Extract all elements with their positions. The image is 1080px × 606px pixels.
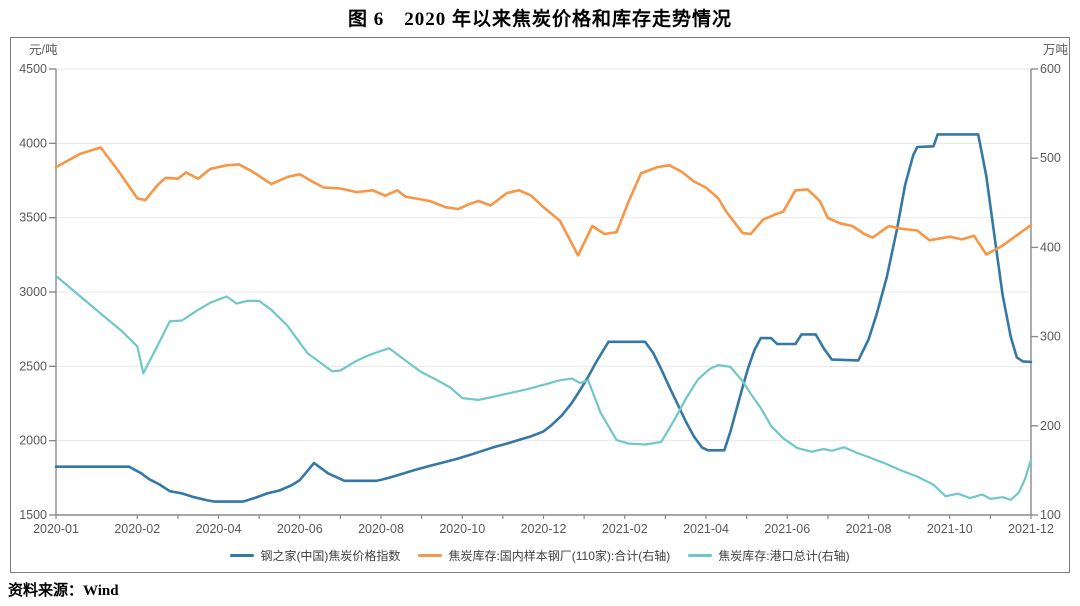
- left-tick-label: 2000: [19, 434, 47, 448]
- x-tick-label: 2021-04: [683, 522, 729, 536]
- legend-label: 钢之家(中国)焦炭价格指数: [260, 549, 401, 563]
- left-tick-label: 3500: [19, 211, 47, 225]
- legend-swatch-icon: [418, 554, 443, 557]
- x-tick-label: 2021-08: [846, 522, 892, 536]
- left-tick-label: 3000: [19, 285, 47, 299]
- x-tick-label: 2020-08: [358, 522, 404, 536]
- x-tick-label: 2020-10: [439, 522, 485, 536]
- left-tick-label: 1500: [19, 508, 47, 522]
- right-tick-label: 100: [1040, 508, 1061, 522]
- chart-frame: 4500 4000 3500 3000 2500 2000 1500 600 500 400 300…: [10, 37, 1070, 573]
- right-tick-label: 300: [1040, 330, 1061, 344]
- x-tick-label: 2020-12: [521, 522, 567, 536]
- x-tick-label: 2021-02: [602, 522, 648, 536]
- x-tick-label: 2020-06: [277, 522, 323, 536]
- right-tick-label: 200: [1040, 419, 1061, 433]
- left-axis-unit: 元/吨: [29, 43, 58, 57]
- legend-label: 焦炭库存:港口总计(右轴): [718, 549, 850, 563]
- legend-item-2: 焦炭库存:港口总计(右轴): [688, 547, 850, 564]
- series-line-2: [54, 274, 1033, 501]
- legend-swatch-icon: [230, 554, 255, 557]
- x-tick-label: 2020-01: [33, 522, 79, 536]
- right-axis-unit: 万吨: [1043, 43, 1069, 57]
- legend-swatch-icon: [688, 554, 713, 557]
- legend-label: 焦炭库存:国内样本钢厂(110家):合计(右轴): [448, 549, 671, 563]
- legend: 钢之家(中国)焦炭价格指数 焦炭库存:国内样本钢厂(110家):合计(右轴) 焦炭库…: [11, 547, 1069, 564]
- legend-item-1: 焦炭库存:国内样本钢厂(110家):合计(右轴): [418, 547, 670, 564]
- right-tick-label: 500: [1040, 151, 1061, 165]
- right-tick-label: 600: [1040, 62, 1061, 76]
- x-tick-label: 2020-02: [114, 522, 160, 536]
- x-tick-label: 2021-10: [927, 522, 973, 536]
- line-chart: 4500 4000 3500 3000 2500 2000 1500 600 500 400 300…: [19, 43, 1069, 536]
- series-line-0: [54, 133, 1033, 503]
- source-note: 资料来源：Wind: [8, 583, 119, 599]
- right-tick-label: 400: [1040, 240, 1061, 254]
- x-tick-label: 2020-04: [196, 522, 242, 536]
- x-tick-label: 2021-06: [764, 522, 810, 536]
- left-tick-label: 4500: [19, 62, 47, 76]
- chart-title: 图 6 2020 年以来焦炭价格和库存走势情况: [347, 9, 732, 30]
- legend-item-0: 钢之家(中国)焦炭价格指数: [230, 547, 400, 564]
- series-line-1: [54, 146, 1033, 257]
- left-tick-label: 2500: [19, 359, 47, 373]
- x-tick-label: 2021-12: [1008, 522, 1054, 536]
- left-tick-label: 4000: [19, 136, 47, 150]
